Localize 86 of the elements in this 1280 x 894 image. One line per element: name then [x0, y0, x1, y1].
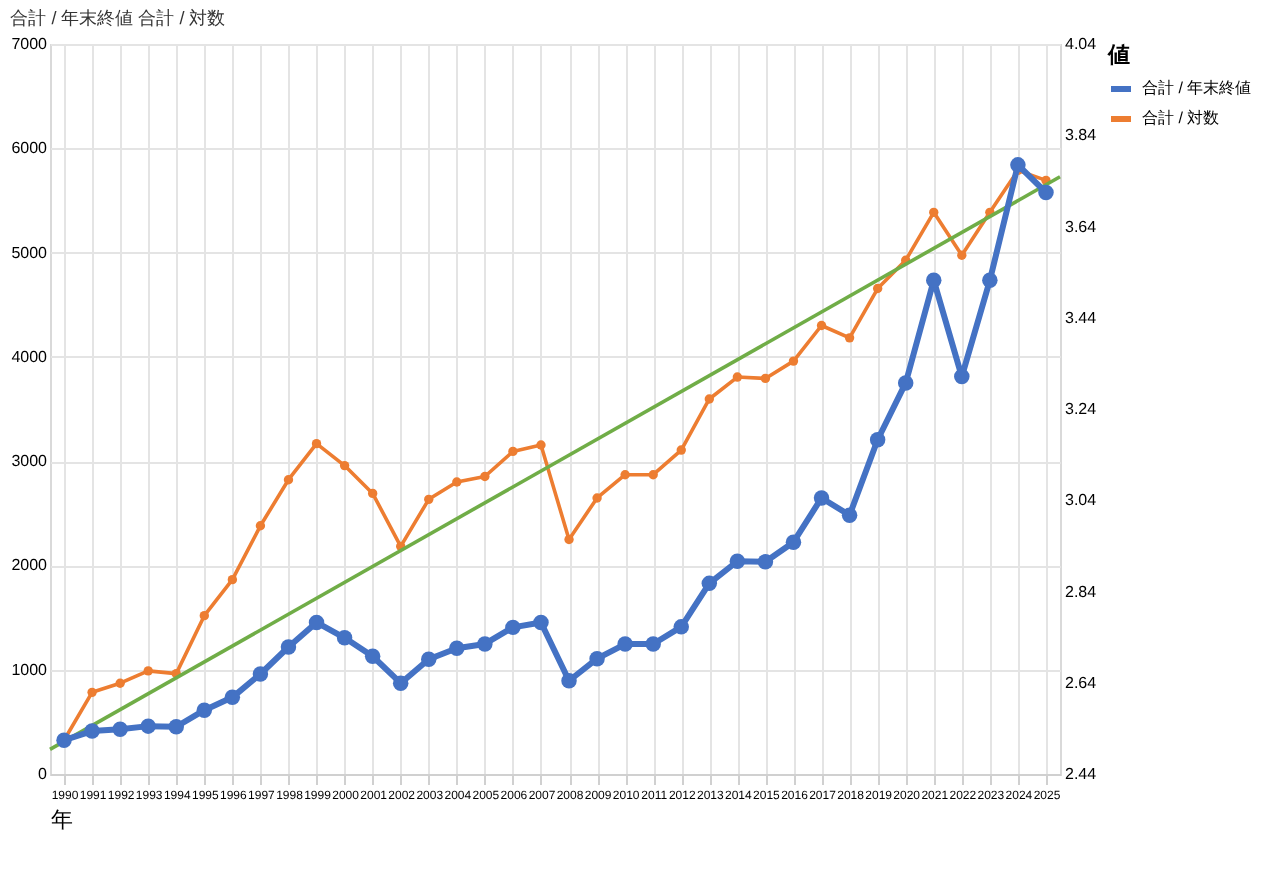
point — [926, 272, 942, 289]
point — [196, 702, 213, 718]
point — [757, 554, 774, 570]
point — [897, 375, 914, 391]
point — [168, 719, 184, 735]
point — [1010, 157, 1026, 173]
point — [841, 507, 858, 523]
point — [311, 438, 322, 449]
point — [199, 611, 209, 621]
y2-tick-label: 3.64 — [1065, 217, 1098, 236]
point — [536, 440, 546, 450]
point — [564, 534, 574, 545]
point — [336, 630, 353, 646]
point — [704, 394, 714, 404]
point — [620, 470, 630, 480]
text: 合計 / 年末終値 合計 / 対数 — [10, 8, 226, 28]
y2-tick-label: 2.64 — [1065, 673, 1098, 692]
point — [339, 460, 350, 471]
x-axis-title: 年 — [51, 809, 73, 833]
point — [645, 636, 661, 652]
point — [785, 534, 802, 550]
point — [87, 687, 97, 698]
point — [954, 368, 970, 385]
y-tick-label: 5000 — [11, 243, 49, 262]
point — [982, 272, 998, 289]
legend-label: 合計 / 年末終値 — [1142, 79, 1252, 97]
point — [589, 650, 605, 667]
point — [449, 640, 465, 656]
point — [844, 333, 855, 343]
point — [872, 283, 883, 294]
y-tick-label: 0 — [38, 765, 49, 783]
legend-label: 合計 / 対数 — [1142, 109, 1220, 127]
point — [283, 475, 294, 485]
y2-tick-label: 3.84 — [1065, 126, 1098, 145]
y2-tick-label: 3.44 — [1065, 308, 1098, 327]
point — [424, 494, 434, 505]
point — [561, 673, 577, 689]
point — [224, 689, 241, 706]
y-tick-label: 1000 — [11, 660, 49, 679]
point — [280, 639, 297, 655]
point — [364, 648, 381, 664]
point — [112, 721, 128, 737]
point — [592, 493, 602, 503]
point — [115, 678, 125, 688]
point — [788, 356, 799, 366]
point — [729, 553, 746, 569]
point — [816, 320, 827, 331]
y2-tick-label: 2.84 — [1065, 582, 1098, 601]
point — [143, 666, 153, 676]
point — [392, 675, 409, 691]
point — [452, 477, 462, 487]
point — [84, 723, 100, 739]
y2-tick-label: 2.44 — [1065, 765, 1098, 783]
point — [533, 614, 549, 631]
y-tick-label: 4000 — [11, 347, 49, 366]
point — [421, 651, 437, 668]
point — [255, 521, 266, 531]
y-tick-label: 7000 — [11, 35, 49, 53]
point — [648, 470, 658, 480]
point — [308, 614, 325, 631]
point — [227, 574, 238, 585]
point — [676, 445, 686, 455]
y2-tick-label: 3.24 — [1065, 400, 1098, 418]
point — [957, 250, 967, 260]
point — [508, 446, 518, 457]
point — [701, 575, 718, 592]
point — [367, 488, 378, 499]
point — [1038, 184, 1054, 201]
point — [140, 718, 156, 734]
point — [813, 490, 830, 506]
point — [252, 666, 269, 682]
point — [505, 619, 521, 636]
point — [869, 432, 886, 448]
point — [480, 471, 490, 482]
y-tick-label: 6000 — [11, 139, 49, 158]
y-tick-label: 3000 — [11, 452, 49, 471]
point — [617, 636, 633, 652]
y2-tick-label: 4.04 — [1065, 35, 1098, 53]
point — [673, 619, 689, 635]
point — [760, 373, 771, 384]
y2-tick-label: 3.04 — [1065, 491, 1098, 510]
y-tick-label: 2000 — [11, 556, 49, 575]
point — [732, 372, 743, 382]
legend-title: 値 — [1106, 42, 1130, 68]
point — [477, 636, 493, 652]
point — [929, 207, 939, 218]
